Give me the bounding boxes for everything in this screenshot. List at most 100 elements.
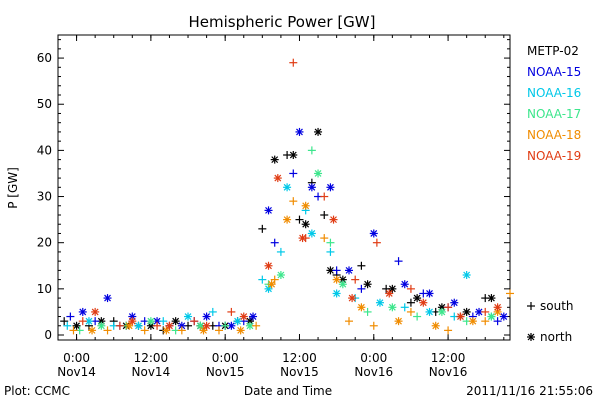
data-point-north: [264, 261, 273, 270]
data-point-north: [295, 127, 304, 136]
data-point-north: [199, 326, 208, 335]
data-point-north: [239, 312, 248, 321]
data-point-north: [357, 303, 366, 312]
data-point-north: [487, 294, 496, 303]
legend-entry: NOAA-18: [527, 128, 581, 142]
data-point-north: [394, 317, 403, 326]
data-point-south: [320, 192, 329, 201]
data-point-south: [270, 238, 279, 247]
data-point-south: [394, 257, 403, 266]
data-point-north: [329, 215, 338, 224]
data-point-north: [385, 289, 394, 298]
data-point-north: [475, 307, 484, 316]
data-point-north: [289, 151, 298, 159]
data-point-north: [462, 307, 471, 316]
data-point-north: [97, 321, 106, 330]
data-point-north: [487, 312, 496, 321]
data-point-south: [357, 261, 366, 270]
data-point-south: [258, 275, 267, 284]
y-axis-label: P [GW]: [6, 167, 20, 209]
data-points: [60, 58, 514, 335]
data-point-south: [115, 321, 124, 330]
data-point-south: [153, 321, 162, 330]
legend-entry: NOAA-16: [527, 86, 581, 100]
data-point-north: [314, 169, 323, 178]
data-point-south: [63, 321, 72, 330]
marker-legend-label: south: [540, 299, 574, 313]
marker-legend: south north: [527, 299, 574, 344]
data-point-north: [332, 275, 341, 284]
x-tick-label: 12:00: [134, 351, 169, 365]
data-point-south: [406, 284, 415, 293]
data-point-north: [202, 321, 211, 330]
data-point-north: [345, 266, 354, 275]
y-tick-label: 30: [37, 190, 52, 204]
data-point-north: [431, 321, 440, 330]
data-point-north: [363, 280, 372, 289]
x-axis-label: Date and Time: [244, 384, 332, 398]
data-point-north: [267, 280, 276, 289]
data-point-north: [388, 303, 397, 312]
data-point-north: [202, 312, 211, 321]
x-tick-date-label: Nov15: [206, 365, 245, 379]
data-point-north: [72, 321, 81, 330]
data-point-north: [369, 229, 378, 238]
data-point-north: [273, 174, 282, 183]
data-point-south: [345, 317, 354, 326]
y-tick-label: 0: [44, 328, 52, 342]
data-point-north: [128, 317, 137, 326]
data-point-north: [134, 321, 143, 330]
data-point-north: [307, 183, 316, 192]
data-point-north: [493, 303, 502, 312]
data-point-south: [78, 317, 87, 326]
data-point-north: [78, 307, 87, 316]
data-point-south: [289, 169, 298, 178]
data-point-north: [146, 317, 155, 326]
data-point-south: [103, 326, 112, 335]
data-point-south: [320, 211, 329, 219]
data-point-south: [413, 312, 422, 321]
data-point-south: [326, 238, 335, 247]
data-point-north: [413, 294, 422, 303]
data-point-south: [351, 275, 360, 284]
data-point-south: [326, 247, 335, 256]
data-point-south: [258, 224, 267, 233]
data-point-north: [233, 317, 242, 326]
data-point-north: [249, 312, 258, 321]
data-point-north: [332, 289, 341, 298]
data-point-north: [236, 326, 245, 335]
data-point-north: [264, 206, 273, 215]
data-point-south: [66, 312, 75, 321]
data-point-north: [125, 321, 134, 330]
x-tick-date-label: Nov16: [354, 365, 393, 379]
data-point-north: [270, 155, 279, 164]
data-point-south: [481, 307, 490, 316]
data-point-south: [444, 326, 453, 335]
data-point-north: [88, 326, 97, 335]
legend-entry: NOAA-17: [527, 107, 581, 121]
y-tick-label: 50: [37, 97, 52, 111]
data-point-south: [295, 215, 304, 224]
x-tick-label: 0:00: [212, 351, 239, 365]
x-tick-date-label: Nov14: [132, 365, 171, 379]
data-point-north: [307, 229, 316, 238]
y-tick-label: 20: [37, 236, 52, 250]
x-tick-date-label: Nov16: [429, 365, 468, 379]
data-point-north: [462, 271, 471, 279]
data-point-north: [103, 294, 112, 303]
data-point-north: [425, 307, 434, 316]
data-point-south: [208, 307, 217, 316]
data-point-north: [276, 271, 285, 279]
data-point-south: [252, 321, 261, 330]
data-point-north: [91, 307, 100, 316]
x-tick-date-label: Nov14: [57, 365, 96, 379]
data-point-south: [214, 326, 223, 335]
data-point-north: [326, 266, 335, 275]
data-point-south: [493, 317, 502, 326]
data-point-north: [388, 284, 397, 293]
data-point-south: [69, 326, 78, 335]
data-point-north: [162, 326, 171, 335]
data-point-south: [481, 317, 490, 326]
y-axis: 0 10 20 30 40 50 60: [37, 39, 510, 342]
